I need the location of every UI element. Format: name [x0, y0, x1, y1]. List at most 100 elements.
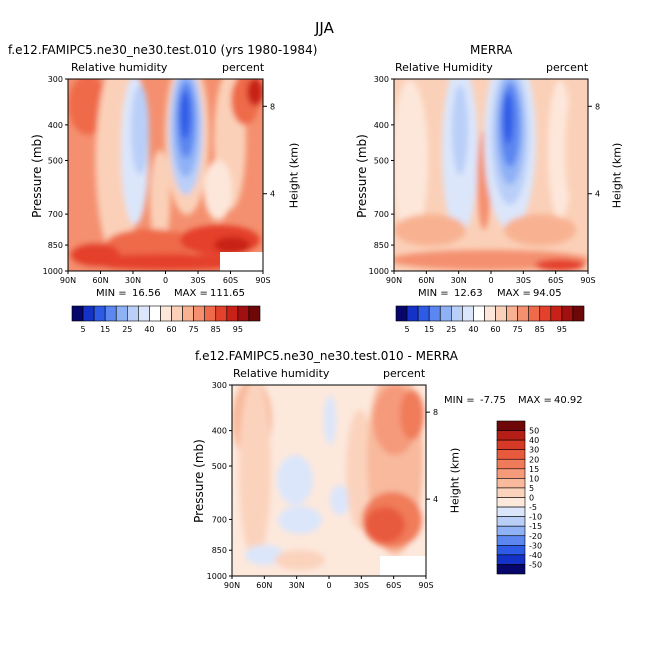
colorbar-box: [126, 305, 139, 322]
colorbar-box: [539, 305, 552, 322]
colorbar-label: 40: [144, 325, 154, 334]
colorbar-box: [226, 305, 239, 322]
colorbar-label: 40: [468, 325, 478, 334]
colorbar-box: [496, 420, 526, 431]
panel-b-subtitle-left: Relative Humidity: [395, 61, 493, 74]
colorbar-box: [215, 305, 228, 322]
x-tick-label: 60S: [386, 581, 401, 590]
colorbar-box: [248, 305, 261, 322]
colorbar-label: 75: [513, 325, 523, 334]
colorbar-label: 85: [535, 325, 545, 334]
panel-c-min-label: MIN =: [444, 395, 475, 406]
colorbar-box: [193, 305, 206, 322]
panel-c-ylabel-right: Height (km): [448, 447, 462, 514]
colorbar-box: [496, 564, 526, 575]
colorbar-box: [572, 305, 585, 322]
colorbar-label: -10: [529, 513, 542, 522]
x-tick-label: 60N: [92, 276, 108, 285]
panel-a-contours: [68, 79, 263, 271]
height-tick-label: 8: [270, 102, 275, 111]
colorbar-box: [149, 305, 161, 322]
height-tick-label: 8: [595, 102, 600, 111]
y-tick-label: 300: [212, 381, 227, 390]
y-tick-label: 400: [48, 121, 63, 130]
colorbar-label: 50: [529, 427, 539, 436]
colorbar-box: [496, 525, 526, 537]
panel-b-ylabel: Pressure (mb): [354, 134, 369, 218]
x-tick-label: 30S: [190, 276, 205, 285]
panel-b-min-label: MIN =: [418, 288, 449, 299]
colorbar-box: [115, 305, 128, 322]
colorbar-box: [496, 497, 526, 508]
x-tick-label: 90N: [386, 276, 402, 285]
y-tick-label: 850: [212, 546, 227, 555]
colorbar-box: [496, 439, 526, 450]
colorbar-box: [496, 458, 526, 470]
colorbar-label: 85: [211, 325, 221, 334]
x-tick-label: 0: [326, 581, 331, 590]
x-tick-label: 90S: [418, 581, 433, 590]
panel-a-subtitle-right: percent: [222, 61, 265, 74]
colorbar-label: 20: [529, 455, 539, 464]
x-tick-label: 90N: [224, 581, 240, 590]
x-tick-label: 90S: [580, 276, 595, 285]
x-tick-label: 30S: [354, 581, 369, 590]
colorbar-label: 95: [557, 325, 567, 334]
colorbar-box: [82, 305, 95, 322]
x-tick-label: 0: [163, 276, 168, 285]
panel-c-ylabel: Pressure (mb): [191, 439, 206, 523]
colorbar-label: -15: [529, 522, 542, 531]
panel-b-contours: [394, 79, 588, 271]
colorbar-label: 60: [490, 325, 500, 334]
colorbar-box: [182, 305, 194, 322]
colorbar-box: [473, 305, 485, 322]
colorbar-label: -40: [529, 551, 542, 560]
panel-c-title: f.e12.FAMIPC5.ne30_ne30.test.010 - MERRA: [195, 349, 458, 363]
colorbar-box: [395, 305, 408, 322]
panel-c-min-value: -7.75: [480, 395, 506, 406]
x-tick-label: 90S: [255, 276, 270, 285]
colorbar-label: 15: [424, 325, 434, 334]
x-tick-label: 60S: [223, 276, 238, 285]
y-tick-label: 500: [48, 156, 63, 165]
colorbar-box: [439, 305, 452, 322]
panel-c-subtitle-right: percent: [383, 367, 426, 380]
colorbar-a: 5 15 25 40 60 75 85 95: [71, 305, 261, 334]
y-tick-label: 1000: [369, 267, 389, 276]
panel-a-subtitle-left: Relative humidity: [71, 61, 168, 74]
y-tick-label: 850: [374, 241, 389, 250]
colorbar-label: 5: [529, 484, 534, 493]
height-tick-label: 4: [270, 190, 275, 199]
colorbar-label: 5: [405, 325, 410, 334]
x-tick-label: 30N: [125, 276, 141, 285]
x-tick-label: 60N: [256, 581, 272, 590]
colorbar-label: 25: [122, 325, 132, 334]
colorbar-label: 75: [189, 325, 199, 334]
panel-b-max-value: 94.05: [533, 288, 562, 299]
panel-c-subtitle-left: Relative humidity: [233, 367, 330, 380]
colorbar-label: 40: [529, 436, 539, 445]
colorbar-label: 10: [529, 474, 539, 483]
panel-a-min-value: 16.56: [132, 288, 161, 299]
y-tick-label: 850: [48, 241, 63, 250]
colorbar-label: 15: [100, 325, 110, 334]
colorbar-label: -20: [529, 532, 542, 541]
panel-a-min-label: MIN =: [96, 288, 127, 299]
y-tick-label: 700: [212, 515, 227, 524]
colorbar-box: [496, 554, 526, 565]
panel-a-max-label: MAX =: [174, 288, 208, 299]
colorbar-label: 15: [529, 465, 539, 474]
colorbar-box: [496, 545, 526, 556]
height-tick-label: 8: [433, 408, 438, 417]
colorbar-box: [406, 305, 419, 322]
panel-b-max-label: MAX =: [497, 288, 531, 299]
colorbar-label: 5: [81, 325, 86, 334]
colorbar-box: [204, 305, 217, 322]
x-tick-label: 30N: [289, 581, 305, 590]
colorbar-box: [450, 305, 463, 322]
colorbar-box: [561, 305, 574, 322]
colorbar-box: [237, 305, 250, 322]
x-tick-label: 30N: [451, 276, 467, 285]
colorbar-box: [71, 305, 84, 322]
